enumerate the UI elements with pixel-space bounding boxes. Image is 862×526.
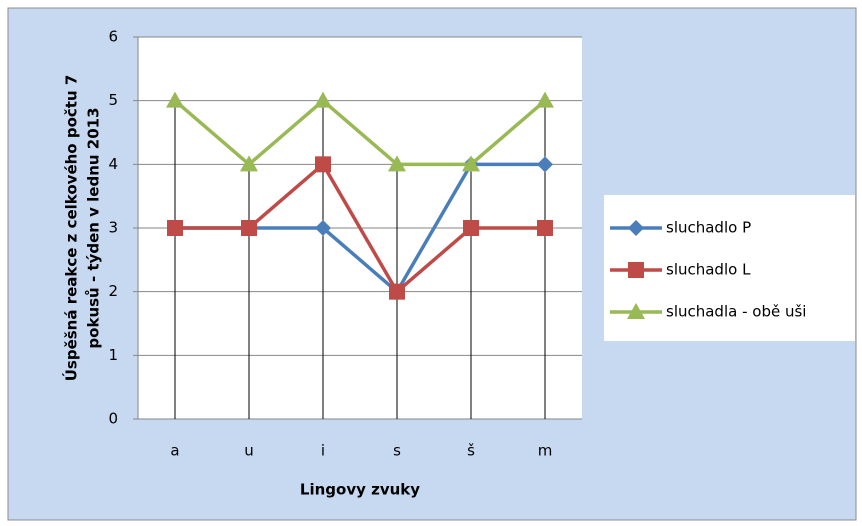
series-line [175, 161, 545, 295]
marker [628, 262, 644, 278]
marker [241, 220, 257, 236]
legend-label: sluchadla - obě uši [666, 303, 806, 321]
marker [536, 91, 554, 108]
y-tick-label: 0 [108, 410, 118, 428]
y-tick-label: 6 [108, 28, 118, 46]
marker [537, 220, 553, 236]
x-tick-label: m [538, 442, 553, 460]
y-axis-label: pokusů - týden v lednu 2013 [85, 107, 103, 348]
x-axis-label: Lingovy zvuky [300, 481, 420, 499]
y-tick-label: 5 [108, 91, 118, 109]
marker [462, 155, 480, 172]
marker [166, 91, 184, 108]
x-tick-label: š [467, 442, 475, 460]
legend-box [604, 195, 855, 341]
marker [315, 220, 331, 236]
marker [240, 155, 258, 172]
legend-label: sluchadlo L [666, 261, 751, 279]
marker [314, 91, 332, 108]
marker [315, 156, 331, 173]
y-tick-label: 3 [108, 219, 118, 237]
x-tick-label: u [244, 442, 254, 460]
marker [463, 220, 479, 236]
y-axis-label: Úspěšná reakce z celkového počtu 7 [62, 75, 81, 382]
series-line [173, 98, 547, 167]
x-tick-label: a [170, 442, 179, 460]
marker [628, 220, 644, 236]
marker [537, 156, 553, 173]
marker [389, 283, 405, 300]
y-tick-label: 4 [108, 155, 118, 173]
marker [167, 220, 183, 236]
marker [627, 303, 645, 319]
legend-label: sluchadlo P [666, 219, 751, 237]
x-tick-label: s [393, 442, 401, 460]
y-tick-label: 1 [108, 346, 118, 364]
marker [388, 155, 406, 172]
x-tick-label: i [321, 442, 325, 460]
y-tick-label: 2 [108, 282, 118, 300]
